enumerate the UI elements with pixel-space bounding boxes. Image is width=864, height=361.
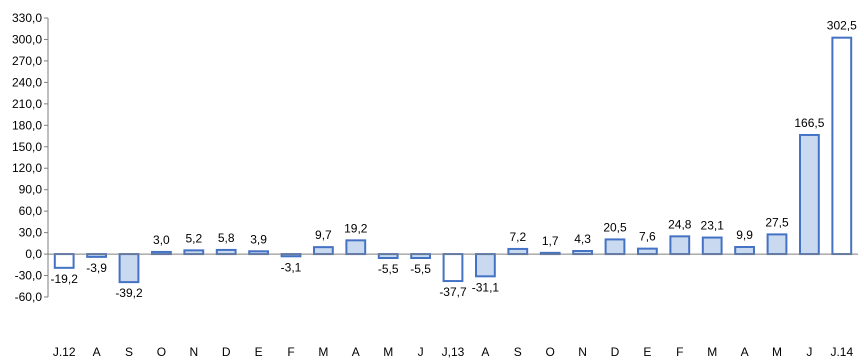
bar [377, 253, 399, 260]
y-tick-label: 0,0 [25, 247, 42, 261]
x-tick-label: A [93, 345, 101, 359]
bar [313, 246, 334, 256]
x-tick-label: F [676, 345, 683, 359]
data-label: -31,1 [472, 280, 500, 294]
x-tick-label: O [157, 345, 166, 359]
bar [53, 253, 75, 269]
data-label: -3,1 [281, 260, 302, 274]
data-label: 302,5 [827, 19, 857, 33]
data-label: -3,9 [86, 261, 107, 275]
x-tick-label: S [125, 345, 133, 359]
x-tick-label: J [418, 345, 424, 359]
x-tick-label: A [741, 345, 749, 359]
data-label: 7,2 [509, 230, 526, 244]
bars [53, 36, 853, 284]
bar [183, 249, 205, 256]
data-label: 23,1 [701, 219, 725, 233]
y-tick-label: -30,0 [15, 269, 43, 283]
bar [766, 233, 788, 256]
x-tick-label: D [222, 345, 231, 359]
data-label: -5,5 [410, 262, 431, 276]
x-tick-label: J,13 [442, 345, 465, 359]
data-label: 5,2 [185, 231, 202, 245]
y-tick-label: 60,0 [19, 204, 43, 218]
y-tick-label: 330,0 [12, 11, 42, 25]
bar [475, 253, 496, 278]
bar [507, 247, 529, 256]
data-label: -37,7 [439, 285, 467, 299]
bar [118, 253, 140, 284]
bar [637, 247, 658, 256]
bar [831, 36, 853, 256]
data-labels: -19,2 -3,9 -39,2 3,0 5,2 5,8 3,9 -3,1 9,7 19,2 -5,… [51, 19, 858, 300]
x-tick-label: D [611, 345, 620, 359]
y-tick-label: 150,0 [12, 140, 42, 154]
y-tick-label: -60,0 [15, 290, 43, 304]
x-tick-label: N [189, 345, 198, 359]
bar [604, 238, 626, 256]
x-tick-label: A [352, 345, 360, 359]
data-label: 20,5 [603, 220, 627, 234]
bar [410, 253, 431, 260]
data-label: 7,6 [639, 230, 656, 244]
y-tick-label: 120,0 [12, 161, 42, 175]
x-tick-label: M [707, 345, 717, 359]
data-label: 1,7 [542, 234, 559, 248]
data-label: 9,7 [315, 228, 332, 242]
x-tick-label: J.12 [53, 345, 76, 359]
data-label: 24,8 [668, 217, 692, 231]
bar [215, 248, 237, 256]
y-tick-label: 210,0 [12, 97, 42, 111]
data-label: 19,2 [344, 221, 368, 235]
bar [799, 133, 820, 256]
y-tick-label: 30,0 [19, 226, 43, 240]
x-tick-label: M [383, 345, 393, 359]
y-tick-label: 240,0 [12, 75, 42, 89]
y-axis: -60,0 -30,0 0,0 30,0 60,0 90,0 120,0 150,0 180,0… [12, 11, 49, 304]
x-tick-label: O [546, 345, 555, 359]
x-tick-label: J [806, 345, 812, 359]
x-tick-label: E [643, 345, 651, 359]
x-tick-label: F [287, 345, 294, 359]
x-tick-label: S [514, 345, 522, 359]
bar [345, 239, 367, 256]
data-label: -19,2 [51, 272, 79, 286]
data-label: 9,9 [736, 228, 753, 242]
bar [701, 236, 723, 256]
data-label: 3,0 [153, 233, 170, 247]
y-tick-label: 90,0 [19, 183, 43, 197]
data-label: 5,8 [218, 231, 235, 245]
x-tick-label: N [578, 345, 587, 359]
y-tick-label: 180,0 [12, 118, 42, 132]
data-label: -5,5 [378, 262, 399, 276]
x-tick-label: M [772, 345, 782, 359]
x-tick-label: M [318, 345, 328, 359]
x-tick-label: A [481, 345, 489, 359]
bar [442, 253, 464, 283]
data-label: 4,3 [574, 232, 591, 246]
x-axis: J.12 A S O N D E F M A M J J,13 A S O N D E F M A M J J.14 [53, 345, 854, 359]
data-label: 3,9 [250, 232, 267, 246]
x-tick-label: J.14 [830, 345, 853, 359]
bar [734, 245, 755, 256]
data-label: 166,5 [794, 116, 824, 130]
x-tick-label: E [255, 345, 263, 359]
data-label: -39,2 [115, 286, 143, 300]
data-label: 27,5 [765, 215, 789, 229]
y-tick-label: 300,0 [12, 32, 42, 46]
y-tick-label: 270,0 [12, 54, 42, 68]
bar [669, 235, 691, 256]
